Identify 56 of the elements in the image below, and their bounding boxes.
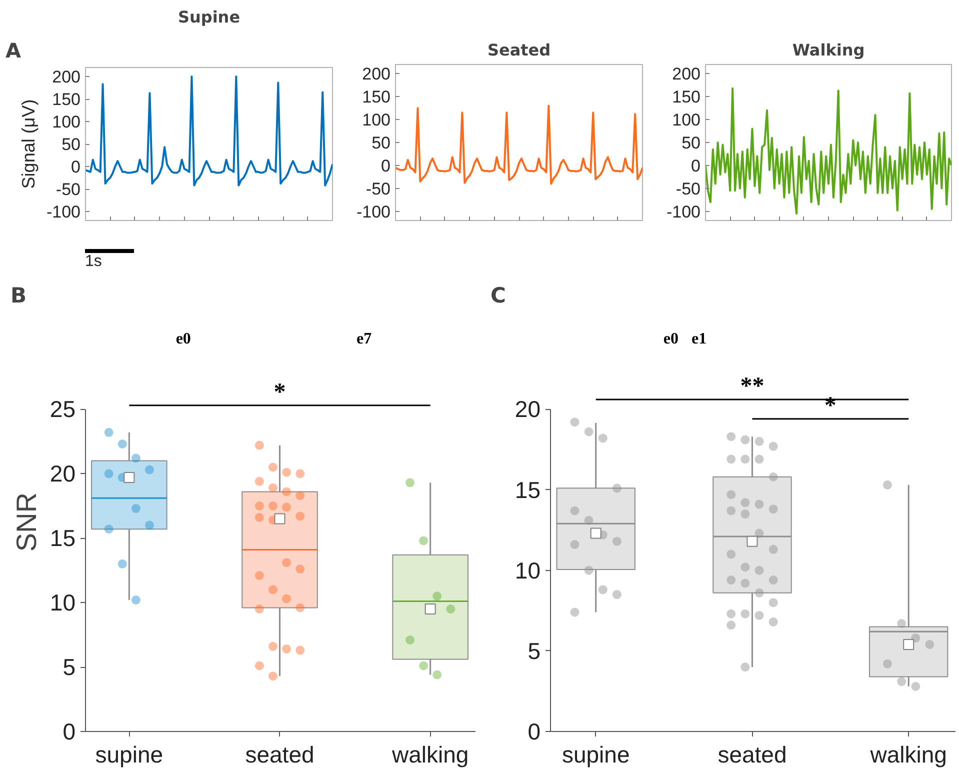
- x-tick-label: seated: [718, 742, 787, 768]
- line-series: [396, 104, 642, 185]
- y-tick-label: 200: [52, 68, 81, 86]
- y-tick-label: 200: [672, 64, 701, 84]
- y-tick-label: 150: [672, 88, 701, 107]
- y-tick-label: -100: [356, 202, 391, 222]
- y-tick-label: -100: [46, 202, 81, 222]
- y-tick-label: 150: [52, 90, 81, 109]
- chart-title: Supine: [178, 8, 240, 26]
- text: e0: [176, 330, 191, 348]
- y-axis-title: Signal (μV): [18, 99, 38, 189]
- text: B: [10, 284, 27, 308]
- text: e7: [356, 330, 372, 348]
- y-tick-label: 15: [50, 525, 76, 552]
- text: C: [490, 284, 506, 308]
- y-tick-label: 0: [528, 718, 541, 744]
- text: A: [6, 38, 22, 62]
- y-tick-label: 50: [62, 135, 81, 154]
- text: **: [740, 374, 764, 400]
- y-tick-label: 20: [50, 460, 76, 487]
- y-tick-label: -50: [676, 179, 701, 198]
- x-tick-label: seated: [245, 742, 314, 768]
- picture-scale-bar: 1s: [85, 249, 134, 271]
- y-tick-label: 5: [528, 638, 541, 664]
- y-tick-label: 50: [372, 134, 391, 152]
- y-tick-label: 0: [71, 158, 81, 176]
- y-tick-label: 20: [514, 396, 541, 422]
- y-tick-label: -50: [366, 179, 391, 198]
- y-tick-label: 0: [381, 156, 391, 176]
- y-tick-label: 200: [362, 64, 391, 84]
- x-tick-label: supine: [562, 742, 630, 768]
- y-tick-label: 150: [362, 88, 391, 107]
- chart-title: Walking: [792, 40, 865, 60]
- y-tick-label: -50: [56, 180, 81, 199]
- y-tick-label: 0: [62, 718, 76, 744]
- chart-title: Seated: [487, 40, 551, 60]
- text: e0: [663, 330, 678, 348]
- y-axis-title: SNR: [10, 492, 42, 552]
- y-tick-label: 15: [514, 476, 541, 503]
- x-tick-label: walking: [869, 742, 947, 768]
- y-tick-label: -100: [666, 202, 701, 222]
- x-tick-label: supine: [95, 742, 164, 768]
- y-tick-label: 100: [672, 110, 701, 130]
- y-tick-label: 50: [682, 134, 701, 152]
- y-tick-label: 100: [52, 112, 81, 132]
- line-series: [86, 76, 332, 186]
- y-tick-label: 10: [50, 590, 76, 616]
- y-tick-label: 100: [362, 110, 391, 130]
- y-tick-label: 10: [514, 557, 541, 584]
- text: e1: [692, 330, 707, 348]
- line-series: [706, 87, 952, 215]
- y-tick-label: 0: [691, 156, 701, 176]
- y-tick-label: 25: [50, 396, 76, 422]
- text: *: [274, 379, 286, 406]
- x-tick-label: walking: [390, 742, 469, 768]
- y-tick-label: 5: [62, 654, 76, 680]
